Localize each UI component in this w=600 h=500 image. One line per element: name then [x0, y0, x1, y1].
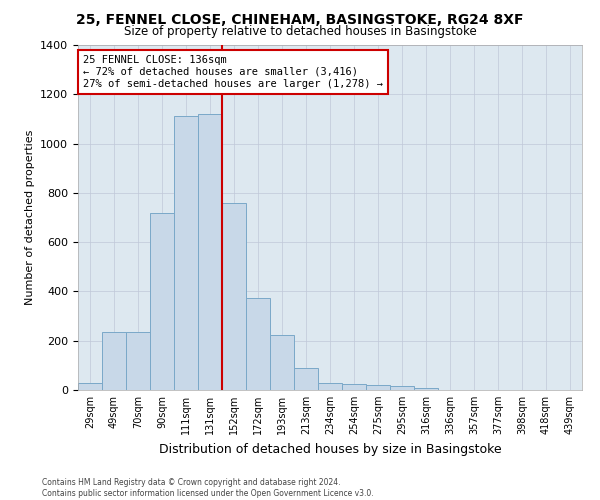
Bar [294, 368, 318, 390]
Bar [342, 384, 366, 390]
Text: Contains HM Land Registry data © Crown copyright and database right 2024.
Contai: Contains HM Land Registry data © Crown c… [42, 478, 374, 498]
Bar [318, 382, 342, 390]
Bar [222, 202, 246, 390]
Bar [414, 388, 438, 390]
Bar [78, 382, 102, 390]
Bar [102, 332, 126, 390]
Bar [270, 334, 294, 390]
Bar [390, 386, 414, 390]
Y-axis label: Number of detached properties: Number of detached properties [25, 130, 35, 305]
Text: Size of property relative to detached houses in Basingstoke: Size of property relative to detached ho… [124, 25, 476, 38]
Bar [198, 114, 222, 390]
Bar [366, 384, 390, 390]
Text: 25, FENNEL CLOSE, CHINEHAM, BASINGSTOKE, RG24 8XF: 25, FENNEL CLOSE, CHINEHAM, BASINGSTOKE,… [76, 12, 524, 26]
Text: 25 FENNEL CLOSE: 136sqm
← 72% of detached houses are smaller (3,416)
27% of semi: 25 FENNEL CLOSE: 136sqm ← 72% of detache… [83, 56, 383, 88]
X-axis label: Distribution of detached houses by size in Basingstoke: Distribution of detached houses by size … [158, 442, 502, 456]
Bar [174, 116, 198, 390]
Bar [126, 332, 150, 390]
Bar [246, 298, 270, 390]
Bar [150, 212, 174, 390]
